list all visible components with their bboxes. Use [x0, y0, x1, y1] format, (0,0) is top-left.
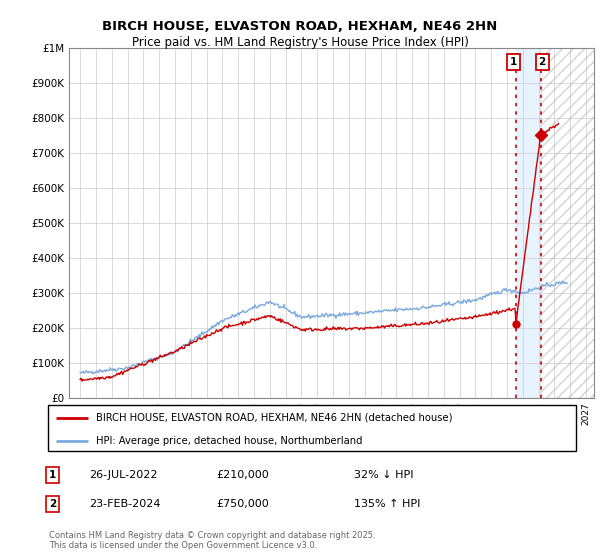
Text: 135% ↑ HPI: 135% ↑ HPI: [354, 499, 421, 509]
Text: £750,000: £750,000: [216, 499, 269, 509]
Text: 32% ↓ HPI: 32% ↓ HPI: [354, 470, 413, 480]
FancyBboxPatch shape: [48, 405, 576, 451]
Text: 1: 1: [49, 470, 56, 480]
Text: Contains HM Land Registry data © Crown copyright and database right 2025.
This d: Contains HM Land Registry data © Crown c…: [49, 531, 376, 550]
Bar: [541, 48, 600, 398]
Text: BIRCH HOUSE, ELVASTON ROAD, HEXHAM, NE46 2HN (detached house): BIRCH HOUSE, ELVASTON ROAD, HEXHAM, NE46…: [95, 413, 452, 423]
Text: 23-FEB-2024: 23-FEB-2024: [89, 499, 160, 509]
Text: 26-JUL-2022: 26-JUL-2022: [89, 470, 157, 480]
Text: 2: 2: [539, 57, 546, 67]
Text: 2: 2: [49, 499, 56, 509]
Text: Price paid vs. HM Land Registry's House Price Index (HPI): Price paid vs. HM Land Registry's House …: [131, 36, 469, 49]
Bar: [541, 48, 600, 398]
Text: BIRCH HOUSE, ELVASTON ROAD, HEXHAM, NE46 2HN: BIRCH HOUSE, ELVASTON ROAD, HEXHAM, NE46…: [103, 20, 497, 32]
Text: £210,000: £210,000: [216, 470, 269, 480]
Text: 1: 1: [510, 57, 517, 67]
Bar: [516, 48, 541, 398]
Text: HPI: Average price, detached house, Northumberland: HPI: Average price, detached house, Nort…: [95, 436, 362, 446]
